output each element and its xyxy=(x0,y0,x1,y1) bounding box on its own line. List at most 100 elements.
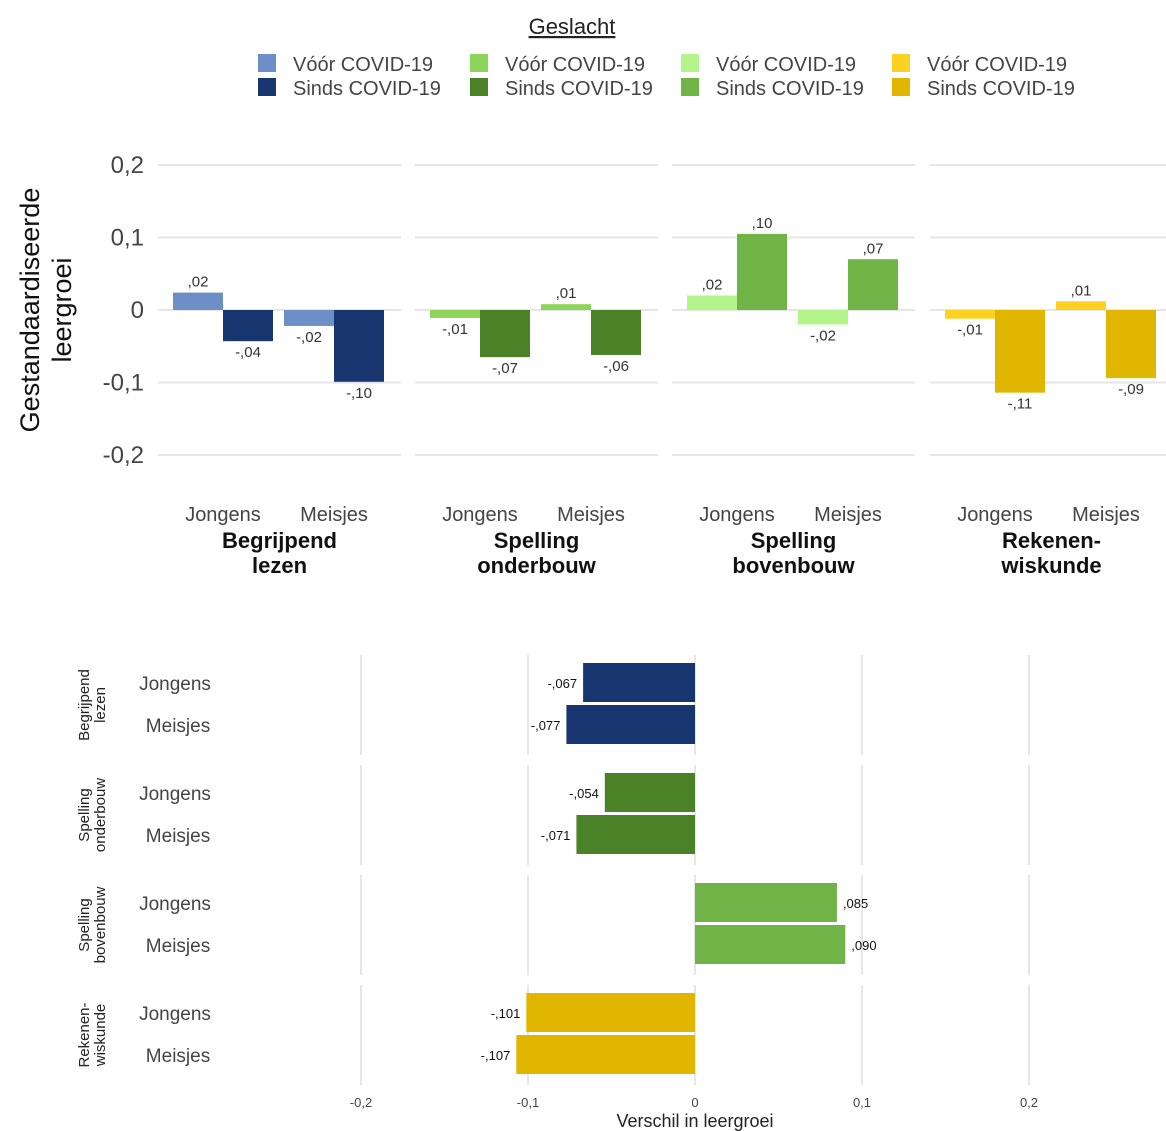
legend-label-since-4: Sinds COVID-19 xyxy=(927,78,1075,100)
y-tick-label: -0,2 xyxy=(103,442,144,469)
category-label: Meisjes xyxy=(814,504,882,526)
y-axis-label: Gestandaardiseerdeleergroei xyxy=(15,188,77,433)
y-tick-label: 0,1 xyxy=(111,225,144,252)
data-label: ,02 xyxy=(188,274,209,291)
bar-since xyxy=(848,259,898,310)
bar xyxy=(516,1035,695,1074)
data-label: ,090 xyxy=(851,938,876,953)
facet-label: Rekenen- xyxy=(1002,528,1101,553)
data-label: -,10 xyxy=(346,385,372,402)
legend-label-before-4: Vóór COVID-19 xyxy=(927,54,1067,76)
facet-strip-line-2: onderbouw xyxy=(92,778,109,852)
y-axis-label-line-1: Gestandaardiseerde xyxy=(15,188,45,433)
facet-label: wiskunde xyxy=(1000,553,1101,578)
bar-before xyxy=(798,310,848,325)
bar-since xyxy=(480,310,530,358)
row-label: Meisjes xyxy=(146,716,210,737)
data-label: -,02 xyxy=(296,329,322,346)
data-label: ,01 xyxy=(556,285,577,302)
category-label: Jongens xyxy=(442,504,518,526)
data-label: -,077 xyxy=(531,718,561,733)
bar xyxy=(583,663,695,702)
data-label: -,11 xyxy=(1008,396,1033,413)
bar-before xyxy=(945,310,995,319)
facet-label: lezen xyxy=(252,553,307,578)
legend-swatch-since-4 xyxy=(892,78,910,96)
x-tick-label: 0,1 xyxy=(853,1095,871,1110)
bar-since xyxy=(223,310,273,342)
data-label: -,107 xyxy=(481,1048,511,1063)
x-axis-label: Verschil in leergroei xyxy=(616,1111,773,1131)
facet-strip-label: Spellingbovenbouw xyxy=(76,886,109,963)
bar xyxy=(695,883,837,922)
bar xyxy=(526,993,695,1032)
bar-before xyxy=(173,292,223,310)
bar-before xyxy=(284,310,334,326)
y-tick-label: -0,1 xyxy=(103,370,144,397)
facet-strip-label: Spellingonderbouw xyxy=(76,778,109,852)
facet-strip-label: Begrijpendlezen xyxy=(76,669,109,741)
bar-before xyxy=(687,295,737,310)
legend-swatch-since-3 xyxy=(681,78,699,96)
data-label: ,01 xyxy=(1071,282,1092,299)
legend-label-since-3: Sinds COVID-19 xyxy=(716,78,864,100)
x-tick-label: -0,2 xyxy=(350,1095,372,1110)
y-tick-label: 0,2 xyxy=(111,152,144,179)
legend-swatch-before-2 xyxy=(470,54,488,72)
category-label: Jongens xyxy=(699,504,775,526)
legend-swatch-since-2 xyxy=(470,78,488,96)
legend-label-since-2: Sinds COVID-19 xyxy=(505,78,653,100)
facet-label: Spelling xyxy=(751,528,837,553)
legend-label-before-3: Vóór COVID-19 xyxy=(716,54,856,76)
facet-label: onderbouw xyxy=(477,553,596,578)
category-label: Meisjes xyxy=(1072,504,1140,526)
legend-label-since-1: Sinds COVID-19 xyxy=(293,78,441,100)
facet-strip-line-1: Spelling xyxy=(76,898,93,951)
data-label: -,09 xyxy=(1118,381,1144,398)
y-tick-label: 0 xyxy=(131,297,144,324)
bar-since xyxy=(1106,310,1156,379)
bar-since xyxy=(737,233,787,310)
facet-label: Begrijpend xyxy=(222,528,337,553)
data-label: ,07 xyxy=(863,240,884,257)
data-label: -,01 xyxy=(442,321,468,338)
legend-title: Geslacht xyxy=(529,14,616,39)
legend-label-before-1: Vóór COVID-19 xyxy=(293,54,433,76)
data-label: -,101 xyxy=(491,1006,521,1021)
bar-since xyxy=(591,310,641,355)
facet-strip-line-1: Begrijpend xyxy=(76,669,93,741)
data-label: -,04 xyxy=(235,344,261,361)
top-bar-chart: Gestandaardiseerdeleergroei0,20,10-0,1-0… xyxy=(15,152,1166,578)
row-label: Jongens xyxy=(139,1004,211,1025)
row-label: Meisjes xyxy=(146,826,210,847)
x-tick-label: 0 xyxy=(691,1095,698,1110)
data-label: -,07 xyxy=(492,360,518,377)
row-label: Jongens xyxy=(139,784,211,805)
y-axis-label-line-2: leergroei xyxy=(47,257,77,362)
facet-strip-line-1: Spelling xyxy=(76,788,93,841)
data-label: ,085 xyxy=(843,896,868,911)
row-label: Jongens xyxy=(139,674,211,695)
bar-before xyxy=(430,310,480,318)
data-label: ,10 xyxy=(752,215,773,232)
bar-before xyxy=(1056,301,1106,310)
category-label: Meisjes xyxy=(300,504,368,526)
row-label: Meisjes xyxy=(146,936,210,957)
bar-since xyxy=(334,310,384,382)
legend-swatch-before-1 xyxy=(258,54,276,72)
legend-swatch-since-1 xyxy=(258,78,276,96)
category-label: Meisjes xyxy=(557,504,625,526)
data-label: -,054 xyxy=(569,786,599,801)
facet-label: Spelling xyxy=(494,528,580,553)
x-tick-label: 0,2 xyxy=(1020,1095,1038,1110)
data-label: ,02 xyxy=(702,277,723,294)
category-label: Jongens xyxy=(957,504,1033,526)
legend-swatch-before-3 xyxy=(681,54,699,72)
bar xyxy=(604,773,695,812)
bar-since xyxy=(995,310,1045,393)
legend-label-before-2: Vóór COVID-19 xyxy=(505,54,645,76)
facet-label: bovenbouw xyxy=(732,553,855,578)
bar xyxy=(695,925,846,964)
